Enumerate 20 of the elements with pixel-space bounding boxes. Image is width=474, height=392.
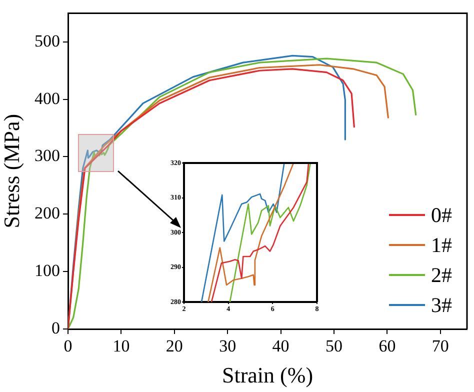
legend-label: 0# — [431, 202, 452, 229]
x-tick-label: 50 — [326, 336, 342, 356]
x-tick-label: 30 — [219, 336, 236, 356]
y-tick-label: 0 — [52, 318, 60, 338]
x-tick-label: 20 — [166, 336, 183, 356]
legend-label: 2# — [431, 262, 452, 289]
y-tick-label: 100 — [34, 261, 60, 280]
y-tick-label: 200 — [34, 204, 60, 223]
x-tick-label: 0 — [64, 336, 72, 356]
legend-label: 3# — [431, 292, 452, 319]
x-tick-label: 10 — [112, 336, 130, 356]
x-axis-title: Strain (%) — [222, 362, 314, 388]
x-tick-label: 40 — [272, 336, 290, 356]
legend-label: 1# — [431, 232, 452, 259]
y-axis-title: Stress (MPa) — [0, 114, 24, 228]
x-tick-label: 70 — [432, 336, 449, 356]
y-tick-label: 300 — [34, 146, 60, 166]
x-tick-label: 60 — [378, 336, 396, 356]
y-tick-label: 500 — [34, 31, 60, 50]
y-tick-label: 400 — [34, 88, 60, 108]
